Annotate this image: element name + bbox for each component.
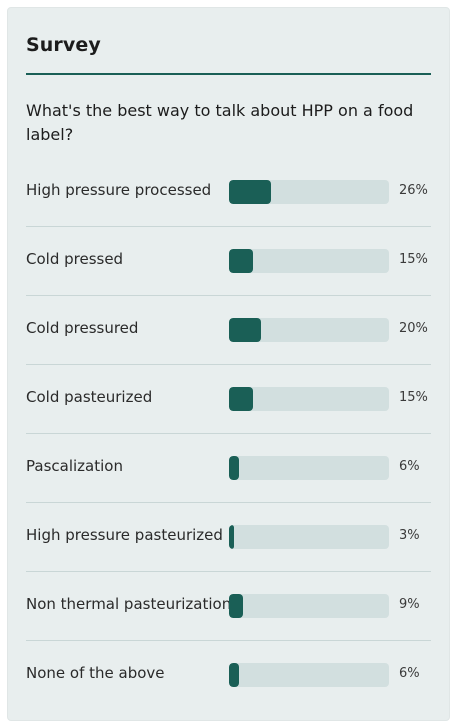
option-bar-track [229, 594, 389, 618]
option-label: Cold pressed [26, 250, 124, 268]
option-bar-fill [229, 387, 253, 411]
option-percent: 20% [399, 321, 428, 336]
option-label: High pressure processed [26, 181, 212, 199]
option-percent: 15% [399, 390, 428, 405]
survey-option[interactable]: High pressure pasteurized 3% [26, 503, 431, 572]
survey-title: Survey [26, 34, 101, 56]
option-bar-track [229, 456, 389, 480]
option-bar-fill [229, 663, 239, 687]
survey-option[interactable]: Cold pressured 20% [26, 296, 431, 365]
option-bar-fill [229, 318, 261, 342]
survey-options: High pressure processed 26% Cold pressed… [26, 158, 431, 710]
option-label: High pressure pasteurized [26, 526, 223, 544]
option-label: Cold pasteurized [26, 388, 153, 406]
option-percent: 26% [399, 183, 428, 198]
option-label: Non thermal pasteurization [26, 595, 232, 613]
option-percent: 3% [399, 528, 420, 543]
survey-option[interactable]: Cold pressed 15% [26, 227, 431, 296]
option-label: None of the above [26, 664, 165, 682]
option-bar-fill [229, 249, 253, 273]
option-bar-track [229, 663, 389, 687]
option-bar-fill [229, 594, 244, 618]
option-bar-track [229, 318, 389, 342]
option-percent: 6% [399, 459, 420, 474]
survey-question: What's the best way to talk about HPP on… [26, 101, 414, 144]
option-bar-fill [229, 525, 234, 549]
option-bar-track [229, 249, 389, 273]
survey-option[interactable]: Pascalization 6% [26, 434, 431, 503]
survey-card: Survey What's the best way to talk about… [7, 7, 450, 721]
survey-option[interactable]: None of the above 6% [26, 641, 431, 710]
option-percent: 6% [399, 666, 420, 681]
option-bar-track [229, 387, 389, 411]
survey-option[interactable]: Non thermal pasteurization 9% [26, 572, 431, 641]
option-bar-track [229, 180, 389, 204]
survey-option[interactable]: Cold pasteurized 15% [26, 365, 431, 434]
option-bar-fill [229, 180, 271, 204]
option-percent: 15% [399, 252, 428, 267]
title-divider [26, 73, 431, 75]
option-percent: 9% [399, 597, 420, 612]
option-label: Cold pressured [26, 319, 139, 337]
option-bar-track [229, 525, 389, 549]
option-bar-fill [229, 456, 239, 480]
survey-option[interactable]: High pressure processed 26% [26, 158, 431, 227]
option-label: Pascalization [26, 457, 123, 475]
